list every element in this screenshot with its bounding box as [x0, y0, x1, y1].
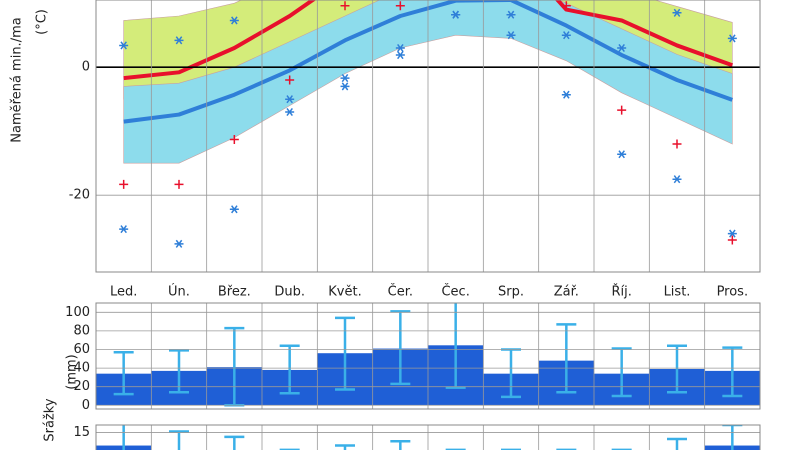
- error-bar: [390, 310, 411, 386]
- record-low-marker: [506, 10, 516, 19]
- x-tick-label: Dub.: [274, 285, 305, 300]
- record-low-marker: [119, 225, 129, 234]
- record-low-marker: [340, 74, 350, 83]
- record-low-marker: [672, 175, 682, 184]
- record-low-marker: [617, 43, 627, 53]
- record-high-marker: [727, 235, 737, 245]
- error-bar: [169, 349, 189, 394]
- error-bar: [169, 430, 189, 450]
- plot-frame: [95, 302, 761, 410]
- record-low-marker: [285, 107, 295, 117]
- record-low-marker: [672, 8, 682, 17]
- x-tick-label: Pros.: [717, 285, 749, 300]
- error-bar: [722, 346, 743, 398]
- record-high-marker: [285, 75, 295, 85]
- error-bar: [279, 344, 300, 395]
- record-high-marker: [561, 1, 571, 11]
- record-low-marker: [506, 31, 516, 40]
- record-high-marker: [617, 105, 627, 115]
- y-tick-label: 100: [65, 305, 90, 320]
- y-tick-label: -20: [69, 188, 90, 203]
- record-low-marker: [174, 239, 184, 248]
- error-bar: [556, 323, 577, 394]
- record-low-marker: [727, 229, 737, 238]
- y-tick-label: 60: [73, 342, 90, 357]
- record-high-marker: [395, 1, 405, 11]
- plot-frame: [95, 424, 761, 450]
- record-low-marker: [174, 36, 184, 45]
- y-tick-label: 15: [73, 425, 90, 440]
- y-tick-label: 80: [73, 323, 90, 338]
- record-low-marker: [119, 41, 129, 50]
- plot-frame: [95, 0, 761, 273]
- y-axis-label: Naměřená min./ma: [10, 17, 25, 142]
- record-low-marker: [395, 50, 405, 60]
- record-high-marker: [174, 179, 184, 189]
- error-bar: [335, 444, 355, 450]
- record-high-marker: [119, 179, 129, 189]
- x-tick-label: Zář.: [554, 285, 579, 300]
- error-bar: [390, 439, 411, 450]
- mean-line: [123, 0, 734, 81]
- x-tick-label: Srp.: [498, 285, 524, 300]
- y-tick-label: 40: [73, 361, 90, 376]
- record-low-marker: [727, 34, 737, 43]
- record-low-marker: [229, 16, 239, 25]
- error-bar: [445, 303, 466, 389]
- record-low-marker: [617, 150, 627, 159]
- record-low-marker: [561, 31, 571, 40]
- x-tick-label: Říj.: [611, 284, 631, 300]
- record-high-marker: [672, 139, 682, 149]
- x-tick-label: Čec.: [441, 284, 469, 300]
- x-tick-label: Čer.: [388, 284, 413, 300]
- record-low-marker: [340, 82, 350, 91]
- error-bar: [335, 316, 355, 391]
- y-axis-unit: (mm): [65, 354, 80, 389]
- error-bar: [113, 425, 134, 450]
- error-bar: [113, 351, 134, 396]
- record-low-marker: [561, 90, 571, 99]
- y-tick-label: 0: [82, 398, 90, 413]
- y-tick-label: 20: [73, 379, 90, 394]
- record-low-marker: [395, 43, 405, 53]
- error-bar: [611, 347, 632, 398]
- record-low-marker: [451, 10, 461, 19]
- range-band: [123, 0, 733, 164]
- error-bar: [667, 344, 687, 394]
- record-high-marker: [340, 1, 350, 11]
- y-tick-label: 0: [82, 60, 90, 75]
- record-low-marker: [229, 205, 239, 214]
- x-tick-label: Led.: [110, 285, 137, 300]
- y-axis-unit: (°C): [35, 9, 50, 35]
- record-high-marker: [229, 135, 239, 145]
- record-low-marker: [285, 95, 295, 104]
- x-tick-label: Květ.: [328, 285, 361, 300]
- x-tick-label: Ún.: [168, 284, 190, 300]
- x-tick-label: List.: [664, 285, 691, 300]
- x-tick-label: Břez.: [218, 285, 251, 300]
- y-axis-label: Srážky: [43, 398, 58, 441]
- error-bar: [722, 425, 743, 450]
